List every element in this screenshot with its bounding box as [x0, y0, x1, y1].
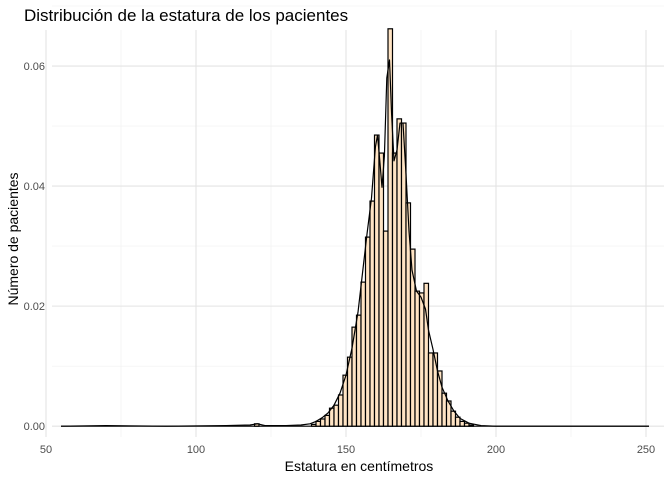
- histogram-bar: [364, 236, 371, 427]
- histogram-bar: [310, 423, 317, 427]
- histogram-bar: [414, 290, 421, 427]
- histogram-bar: [432, 352, 439, 427]
- y-tick-label: 0.06: [24, 61, 45, 73]
- y-tick-label: 0.04: [24, 181, 45, 193]
- density-curve: [60, 59, 649, 427]
- histogram-bar: [315, 420, 322, 427]
- histogram-bar: [391, 152, 398, 427]
- y-tick-label: 0.00: [24, 421, 45, 433]
- y-axis-label: Número de pacientes: [5, 172, 21, 305]
- histogram-bar: [382, 230, 389, 427]
- histogram-bar: [463, 422, 470, 427]
- x-tick-label: 200: [487, 444, 505, 456]
- y-tick-label: 0.02: [24, 301, 45, 313]
- x-tick-label: 50: [40, 444, 52, 456]
- histogram-bar: [369, 200, 376, 427]
- histogram-bar: [355, 314, 362, 427]
- histogram-bar: [333, 404, 340, 427]
- histogram-bar: [427, 352, 434, 427]
- histogram-bar: [319, 418, 326, 427]
- histogram-bar: [396, 118, 403, 427]
- histogram-bar: [450, 410, 457, 427]
- histogram-bars: [61, 28, 649, 427]
- histogram-bar: [418, 292, 425, 427]
- histogram-bar: [337, 394, 344, 427]
- x-axis-label: Estatura en centímetros: [285, 458, 434, 474]
- histogram-bar: [454, 416, 461, 427]
- histogram-bar: [378, 152, 385, 427]
- histogram-bar: [324, 414, 331, 427]
- y-axis-ticks: 0.00 0.02 0.04 0.06: [24, 61, 45, 433]
- histogram-bar: [468, 424, 475, 427]
- histogram-bar: [441, 392, 448, 427]
- histogram-bar: [360, 281, 367, 427]
- x-axis-ticks: 50 100 150 200 250: [40, 444, 655, 456]
- histogram-bar: [423, 282, 430, 427]
- histogram-bar: [373, 134, 380, 427]
- chart-title: Distribución de la estatura de los pacie…: [24, 6, 348, 25]
- density-curve-layer: [60, 59, 649, 427]
- x-tick-label: 250: [637, 444, 655, 456]
- histogram-bar: [459, 420, 466, 427]
- x-tick-label: 100: [187, 444, 205, 456]
- x-tick-label: 150: [337, 444, 355, 456]
